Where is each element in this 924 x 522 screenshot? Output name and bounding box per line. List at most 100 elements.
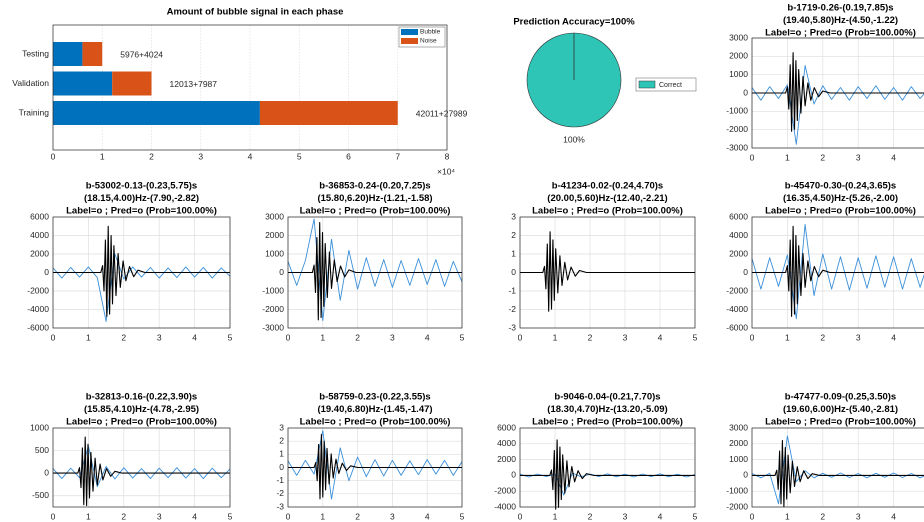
chart-title: Prediction Accuracy=100% [513, 17, 635, 28]
y-tick-label: 2000 [729, 438, 748, 448]
y-tick-label: 3000 [265, 211, 284, 221]
signal-line [288, 222, 462, 321]
x-tick-label: 3 [623, 511, 628, 521]
axes-box [519, 216, 696, 329]
chart-title: Label=o ; Pred=o (Prob=100.00%) [66, 417, 217, 428]
x-tick-label: 5 [693, 332, 698, 342]
legend-swatch [638, 80, 656, 89]
y-tick-label: 6000 [729, 211, 748, 221]
x-tick-label: 2 [355, 511, 360, 521]
signal-line [288, 434, 462, 500]
signal-line [751, 223, 924, 320]
chart-title: Label=o ; Pred=o (Prob=100.00%) [532, 417, 683, 428]
bar [53, 42, 83, 66]
chart-title: (16.35,4.50)Hz-(5.26,-2.00) [783, 193, 898, 204]
chart-title: Label=o ; Pred=o (Prob=100.00%) [765, 417, 916, 428]
signal-line [752, 52, 924, 132]
x-tick-label: 3 [623, 332, 628, 342]
y-tick-label: -2000 [726, 124, 748, 134]
chart-title: b-32813-0.16-(0.22,3.90)s [86, 392, 197, 403]
chart-title: (19.60,6.00)Hz-(5.40,-2.81) [783, 404, 898, 415]
bar [53, 101, 260, 125]
chart-title: b-36853-0.24-(0.20,7.25)s [319, 181, 430, 192]
x-tick-label: 1 [785, 511, 790, 521]
y-tick-label: 0 [511, 470, 516, 480]
y-tick-label: -3000 [262, 322, 284, 332]
x-tick-label: 0 [51, 151, 56, 161]
chart-title: b-53002-0.13-(0.23,5.75)s [86, 181, 197, 192]
chart-title: (19.40,6.80)Hz-(1.45,-1.47) [317, 404, 432, 415]
y-tick-label: 0 [279, 462, 284, 472]
x-tick-label: 5 [460, 332, 465, 342]
x-tick-label: 3 [198, 151, 203, 161]
x-tick-label: 4 [425, 511, 430, 521]
legend-label: Noise [420, 38, 437, 45]
y-tick-label: -2000 [262, 304, 284, 314]
signal-line [53, 436, 230, 507]
y-tick-label: -2000 [27, 285, 49, 295]
y-tick-label: 0 [743, 87, 748, 97]
axes-box [751, 37, 924, 149]
y-tick-label: 4000 [497, 438, 516, 448]
y-tick-label: 3000 [729, 422, 748, 432]
x-tick-label: 2 [820, 332, 825, 342]
chart-title: b-1719-0.26-(0.19,7.85)s [787, 3, 893, 14]
y-tick-label: 1 [511, 248, 516, 258]
x-tick-label: 5 [460, 511, 465, 521]
bar-annotation: 42011+27989 [416, 108, 468, 118]
x-tick-label: 0 [51, 332, 56, 342]
x-tick-label: 1 [785, 152, 790, 162]
y-tick-label: 2 [279, 435, 284, 445]
y-tick-label: 0 [44, 267, 49, 277]
x-tick-label: 0 [286, 511, 291, 521]
x-tick-label: 5 [693, 511, 698, 521]
axes-box [751, 216, 924, 329]
x-tick-label: 2 [121, 332, 126, 342]
y-tick-label: 0 [511, 267, 516, 277]
x-tick-label: 0 [750, 332, 755, 342]
x-tick-label: 2 [820, 511, 825, 521]
chart-title: Amount of bubble signal in each phase [167, 7, 344, 18]
y-tick-label: 4000 [30, 230, 49, 240]
x-tick-label: 0 [750, 152, 755, 162]
signal-line [53, 225, 230, 317]
x-tick-label: 4 [192, 332, 197, 342]
axes-box [287, 216, 463, 329]
y-tick-label: -3000 [726, 142, 748, 152]
bar-annotation: 5976+4024 [120, 49, 163, 59]
y-tick-label: 1000 [729, 454, 748, 464]
x-tick-label: 2 [121, 511, 126, 521]
bar [53, 71, 113, 96]
axes-box [519, 427, 696, 508]
y-tick-label: 2000 [265, 230, 284, 240]
x-tick-label: 3 [856, 152, 861, 162]
x-tick-label: 1 [86, 511, 91, 521]
bar [259, 101, 398, 125]
x-tick-label: 5 [228, 332, 233, 342]
y-tick-label: 3 [511, 211, 516, 221]
y-tick-label: -4000 [27, 304, 49, 314]
y-tick-label: -4000 [726, 304, 748, 314]
x-exponent: ×10⁴ [437, 166, 455, 176]
x-tick-label: 0 [518, 332, 523, 342]
x-tick-label: 0 [286, 332, 291, 342]
x-tick-label: 4 [192, 511, 197, 521]
y-tick-label: -2000 [726, 501, 748, 511]
y-tick-label: 2000 [729, 51, 748, 61]
x-tick-label: 1 [320, 511, 325, 521]
chart-title: Label=o ; Pred=o (Prob=100.00%) [765, 206, 916, 217]
y-tick-label: -2000 [494, 485, 516, 495]
x-tick-label: 3 [856, 332, 861, 342]
signal-line [520, 439, 695, 510]
axes-box [52, 216, 231, 329]
y-tick-label: 500 [35, 445, 49, 455]
y-tick-label: -2 [276, 488, 284, 498]
chart-title: Label=o ; Pred=o (Prob=100.00%) [532, 206, 683, 217]
y-tick-label: -1 [508, 285, 516, 295]
chart-title: Label=o ; Pred=o (Prob=100.00%) [300, 206, 451, 217]
x-tick-label: 0 [51, 511, 56, 521]
chart-title: (19.40,5.80)Hz-(4.50,-1.22) [783, 15, 898, 26]
x-tick-label: 2 [588, 332, 593, 342]
y-tick-label: -1000 [262, 285, 284, 295]
signal-line [752, 225, 924, 317]
